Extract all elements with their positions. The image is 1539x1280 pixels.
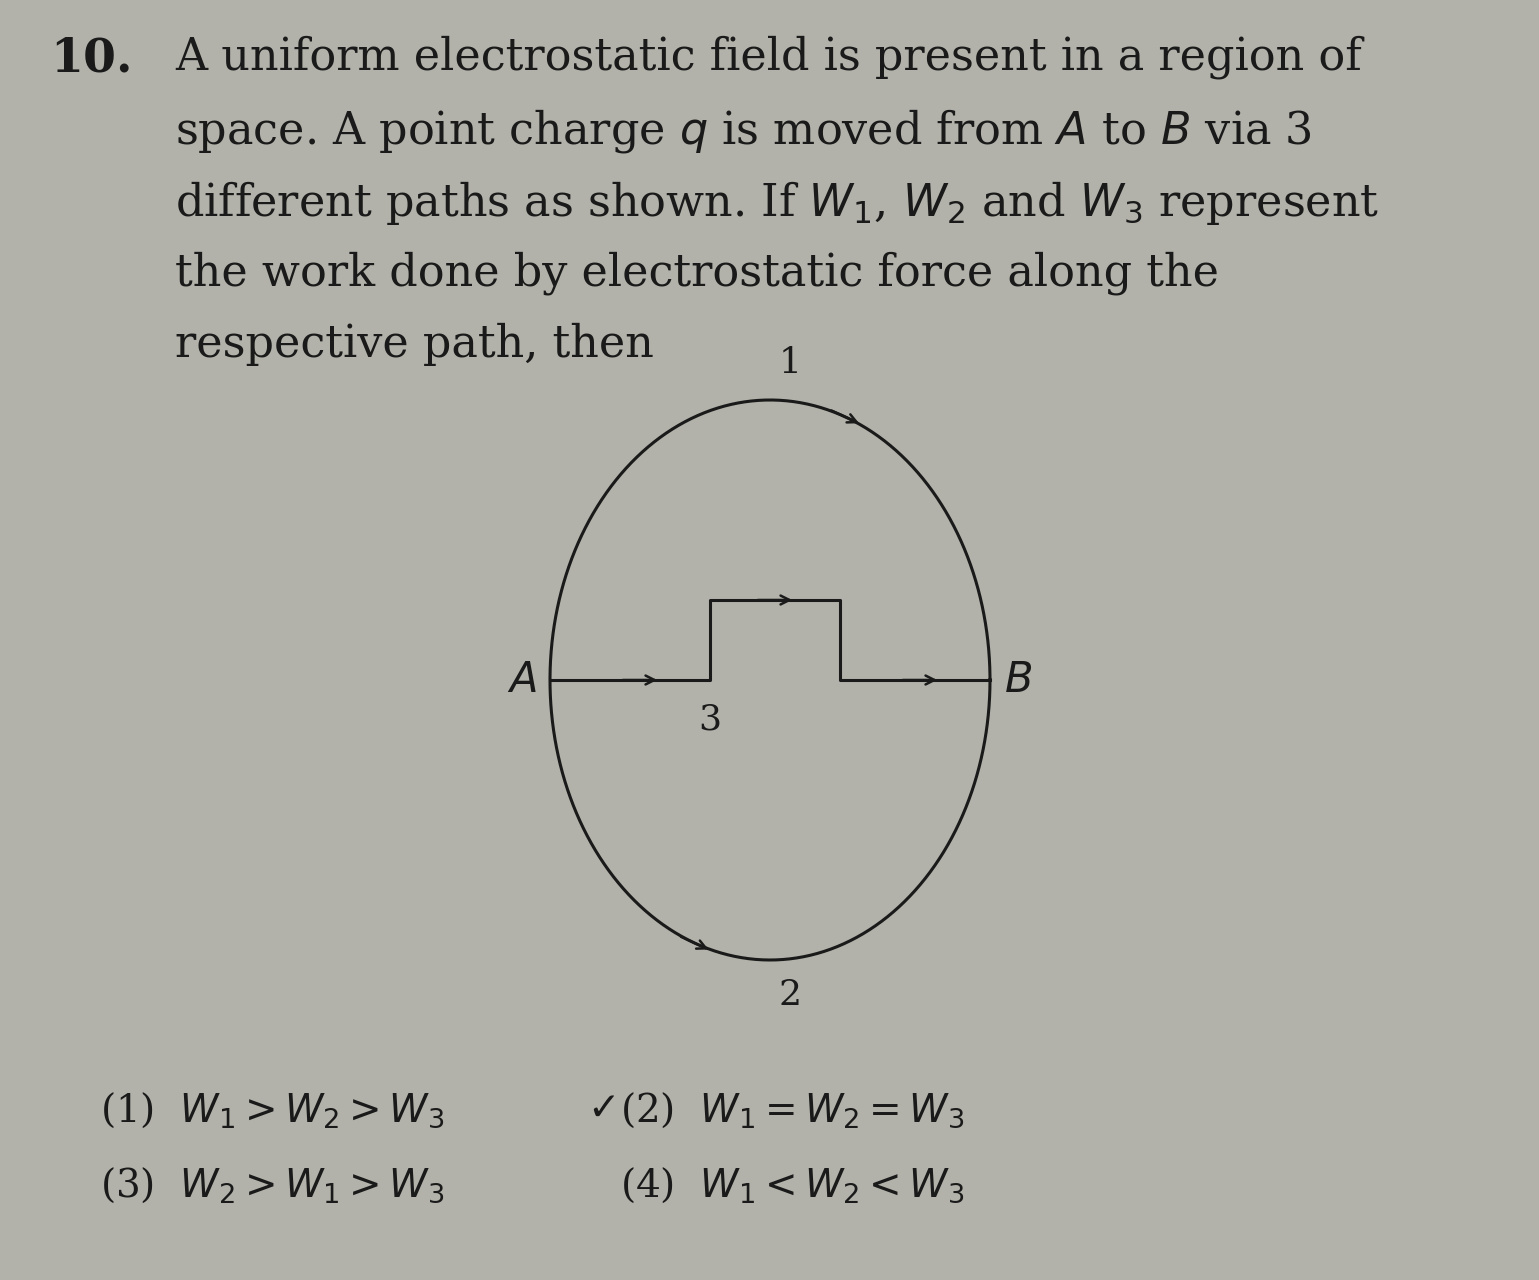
Text: 10.: 10.	[49, 35, 132, 81]
Text: 2: 2	[779, 978, 802, 1012]
Text: 3: 3	[699, 701, 722, 736]
Text: respective path, then: respective path, then	[175, 323, 654, 366]
Text: $A$: $A$	[506, 659, 537, 701]
Text: (2)  $W_1 = W_2 = W_3$: (2) $W_1 = W_2 = W_3$	[620, 1091, 965, 1129]
Text: $\checkmark$: $\checkmark$	[586, 1091, 616, 1126]
Text: different paths as shown. If $W_1$, $W_2$ and $W_3$ represent: different paths as shown. If $W_1$, $W_2…	[175, 179, 1379, 227]
Text: (3)  $W_2 > W_1 > W_3$: (3) $W_2 > W_1 > W_3$	[100, 1165, 445, 1204]
Text: A uniform electrostatic field is present in a region of: A uniform electrostatic field is present…	[175, 35, 1362, 78]
Text: $B$: $B$	[1003, 659, 1033, 701]
Text: (4)  $W_1 < W_2 < W_3$: (4) $W_1 < W_2 < W_3$	[620, 1165, 965, 1204]
Text: the work done by electrostatic force along the: the work done by electrostatic force alo…	[175, 251, 1219, 294]
Text: space. A point charge $q$ is moved from $A$ to $B$ via 3: space. A point charge $q$ is moved from …	[175, 108, 1311, 155]
Text: 1: 1	[779, 346, 802, 380]
Text: (1)  $W_1 > W_2 > W_3$: (1) $W_1 > W_2 > W_3$	[100, 1091, 445, 1129]
